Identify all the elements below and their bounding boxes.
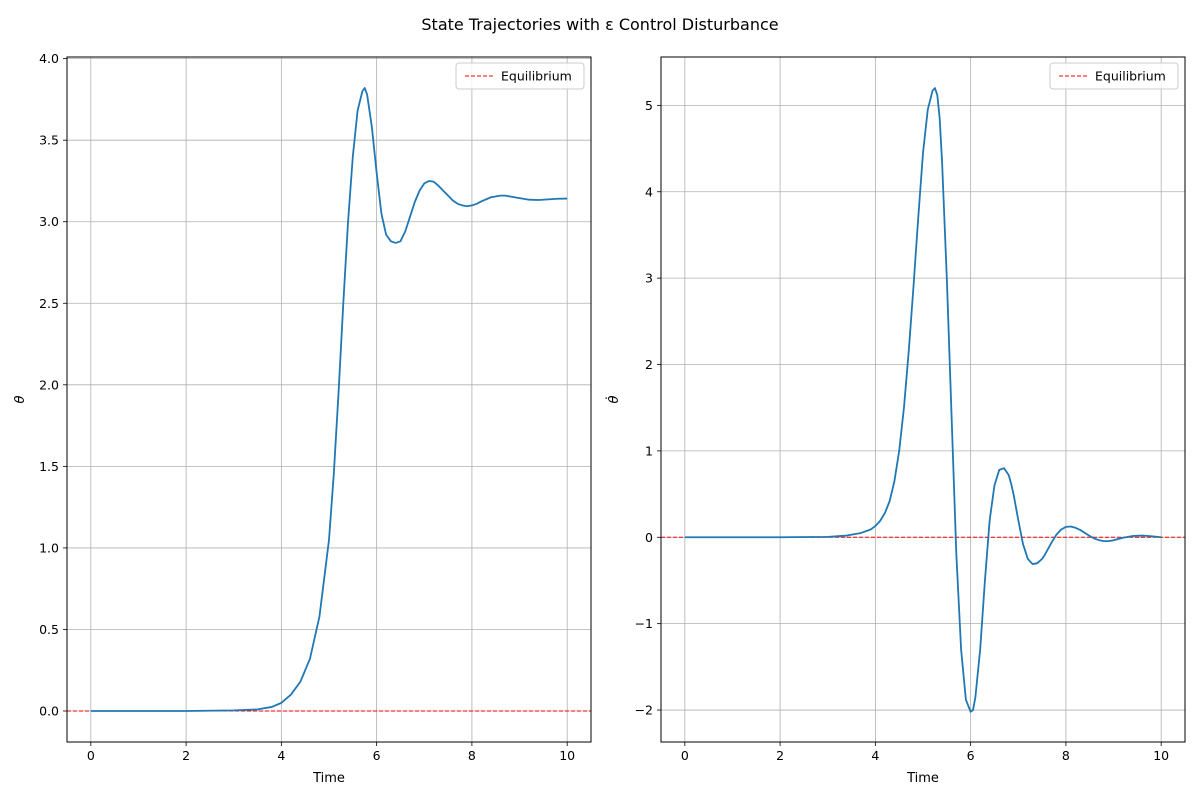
x-tick-label: 4 xyxy=(277,748,285,763)
legend-box xyxy=(1049,62,1179,90)
y-axis-label: θ̇ xyxy=(606,395,622,403)
legend: Equilibrium xyxy=(455,62,585,90)
y-tick-label: 2.5 xyxy=(39,296,59,311)
y-tick-label: 1.0 xyxy=(39,540,59,555)
figure-title: State Trajectories with ε Control Distur… xyxy=(421,15,779,34)
y-tick-label: 5 xyxy=(645,98,653,113)
y-tick-label: 3.5 xyxy=(39,133,59,148)
x-tick-label: 10 xyxy=(559,748,575,763)
x-axis-label: Time xyxy=(312,771,345,786)
x-tick-label: 2 xyxy=(182,748,190,763)
legend: Equilibrium xyxy=(1049,62,1179,90)
y-tick-label: 1 xyxy=(645,443,653,458)
y-tick-label: −2 xyxy=(635,703,653,718)
series-line-1 xyxy=(684,87,1162,713)
x-tick-label: 0 xyxy=(87,748,95,763)
y-tick-label: 0.0 xyxy=(39,704,59,719)
subplot-2: 0 2 4 6 8 10 −2 −1 0 1 2 3 4 5 Time θ̇ Equilibrium xyxy=(606,56,1186,786)
axes-frame xyxy=(660,56,1186,743)
x-tick-label: 2 xyxy=(776,748,784,763)
series-line-1 xyxy=(90,87,568,712)
x-tick-label: 4 xyxy=(871,748,879,763)
x-tick-label: 0 xyxy=(681,748,689,763)
subplot-1: 0 2 4 6 8 10 0.0 0.5 1.0 1.5 2.0 2.5 3.0 3.5 4.0 Time θ E… xyxy=(13,51,592,786)
x-tick-label: 6 xyxy=(373,748,381,763)
legend-label: Equilibrium xyxy=(1095,69,1166,84)
y-tick-label: 0.5 xyxy=(39,622,59,637)
x-axis-label: Time xyxy=(906,771,939,786)
y-tick-label: −1 xyxy=(635,616,653,631)
y-tick-label: 4 xyxy=(645,184,653,199)
y-tick-label: 1.5 xyxy=(39,459,59,474)
x-tick-label: 6 xyxy=(967,748,975,763)
y-tick-label: 3 xyxy=(645,271,653,286)
y-tick-label: 4.0 xyxy=(39,51,59,66)
y-axis-label: θ xyxy=(13,395,28,403)
y-tick-label: 0 xyxy=(645,530,653,545)
legend-label: Equilibrium xyxy=(501,69,572,84)
axes-frame xyxy=(66,56,592,743)
x-tick-label: 10 xyxy=(1153,748,1169,763)
y-tick-label: 3.0 xyxy=(39,214,59,229)
y-tick-label: 2 xyxy=(645,357,653,372)
y-tick-label: 2.0 xyxy=(39,377,59,392)
legend-box xyxy=(455,62,585,90)
x-tick-label: 8 xyxy=(1062,748,1070,763)
x-tick-label: 8 xyxy=(468,748,476,763)
